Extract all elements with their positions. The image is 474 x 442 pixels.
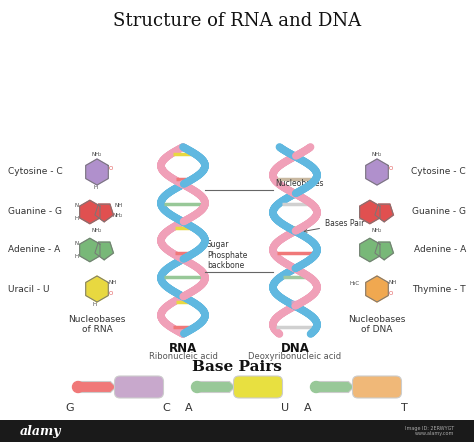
Text: Bases Pair: Bases Pair	[304, 220, 365, 232]
Text: Nucleobases
of DNA: Nucleobases of DNA	[348, 315, 406, 335]
Text: H: H	[75, 216, 79, 221]
Polygon shape	[78, 381, 116, 392]
Text: Base Pairs: Base Pairs	[192, 360, 282, 374]
Text: NH₂: NH₂	[113, 213, 123, 218]
Text: N: N	[75, 203, 79, 208]
Text: H: H	[75, 254, 79, 259]
Text: Nucleobases
of RNA: Nucleobases of RNA	[68, 315, 126, 335]
Text: Nucleobases: Nucleobases	[275, 179, 323, 188]
Text: O: O	[109, 291, 113, 296]
Text: U: U	[281, 403, 289, 413]
Text: NH₂: NH₂	[92, 228, 102, 233]
Text: Ribonucleic acid: Ribonucleic acid	[148, 352, 218, 361]
Text: H₃C: H₃C	[350, 281, 360, 286]
Polygon shape	[80, 200, 100, 224]
Polygon shape	[80, 238, 100, 262]
Text: Sugar
Phosphate
backbone: Sugar Phosphate backbone	[207, 240, 247, 270]
Text: G: G	[66, 403, 74, 413]
Text: C: C	[162, 403, 170, 413]
Text: DNA: DNA	[281, 342, 310, 355]
Text: NH₂: NH₂	[372, 228, 382, 233]
Text: NH: NH	[389, 280, 397, 285]
Text: Thymine - T: Thymine - T	[412, 285, 466, 293]
Text: Structure of RNA and DNA: Structure of RNA and DNA	[113, 12, 361, 30]
Text: O: O	[389, 166, 393, 171]
Text: NH: NH	[115, 203, 123, 208]
Text: T: T	[401, 403, 407, 413]
Polygon shape	[366, 159, 388, 185]
Text: RNA: RNA	[169, 342, 197, 355]
Text: A: A	[185, 403, 193, 413]
Text: Adenine - A: Adenine - A	[8, 245, 60, 255]
Polygon shape	[86, 276, 108, 302]
Text: Cytosine - C: Cytosine - C	[411, 168, 466, 176]
Text: NH₂: NH₂	[92, 152, 102, 157]
Polygon shape	[360, 238, 380, 262]
Text: H: H	[93, 302, 97, 307]
Text: O: O	[109, 166, 113, 171]
Text: NH₂: NH₂	[372, 152, 382, 157]
Text: Cytosine - C: Cytosine - C	[8, 168, 63, 176]
Polygon shape	[375, 204, 393, 222]
Text: H: H	[94, 185, 98, 190]
Circle shape	[310, 381, 321, 392]
Text: Image ID: 2ERWYGT
www.alamy.com: Image ID: 2ERWYGT www.alamy.com	[405, 426, 454, 436]
Text: N: N	[75, 241, 79, 246]
Text: alamy: alamy	[20, 424, 62, 438]
Polygon shape	[95, 204, 113, 222]
Text: Uracil - U: Uracil - U	[8, 285, 49, 293]
Text: Deoxyribonucleic acid: Deoxyribonucleic acid	[248, 352, 342, 361]
Bar	[0, 420, 474, 442]
Text: Guanine - G: Guanine - G	[412, 207, 466, 217]
FancyBboxPatch shape	[353, 376, 401, 398]
Text: NH: NH	[109, 280, 117, 285]
Text: O: O	[389, 291, 393, 296]
Polygon shape	[316, 381, 354, 392]
FancyBboxPatch shape	[115, 376, 164, 398]
Circle shape	[191, 381, 202, 392]
Polygon shape	[95, 242, 113, 260]
Polygon shape	[366, 276, 388, 302]
Polygon shape	[86, 159, 108, 185]
FancyBboxPatch shape	[234, 376, 283, 398]
Circle shape	[73, 381, 83, 392]
Polygon shape	[375, 242, 393, 260]
Text: Adenine - A: Adenine - A	[414, 245, 466, 255]
Text: Guanine - G: Guanine - G	[8, 207, 62, 217]
Polygon shape	[360, 200, 380, 224]
Polygon shape	[197, 381, 235, 392]
Text: A: A	[304, 403, 312, 413]
